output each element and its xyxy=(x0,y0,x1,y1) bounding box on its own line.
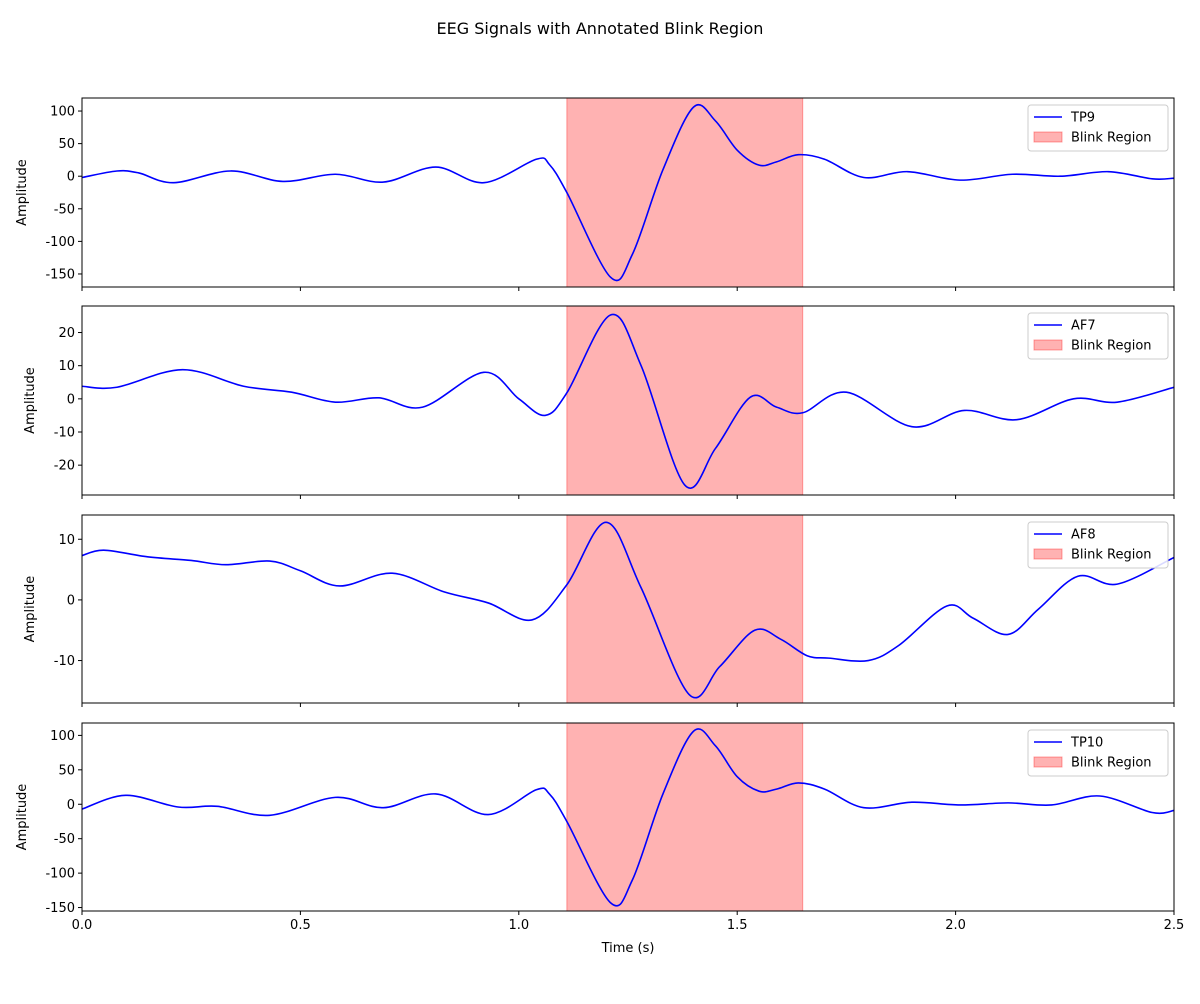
axes-frame xyxy=(81,97,1175,288)
legend-blink-label: Blink Region xyxy=(1071,756,1152,771)
legend-series-label: TP9 xyxy=(1070,111,1095,126)
legend-blink-swatch xyxy=(1033,131,1063,143)
panel-tp9: -150 -100 -50 0 50 100 Amplitude TP9 Blink Regio… xyxy=(15,97,1175,291)
y-tick-label: 100 xyxy=(50,105,75,120)
x-tick-label: 0.0 xyxy=(72,918,93,933)
y-axis-label: Amplitude xyxy=(15,159,30,226)
y-tick-label: 0 xyxy=(67,798,75,813)
axes-frame xyxy=(81,722,1175,912)
legend-box xyxy=(1027,312,1169,360)
legend-box xyxy=(1027,521,1169,569)
legend: TP9 Blink Region xyxy=(1027,104,1169,152)
y-tick-label: -50 xyxy=(54,832,75,847)
y-tick-label: -150 xyxy=(45,901,75,916)
blink-region-span xyxy=(566,97,804,288)
y-tick-label: 10 xyxy=(58,359,75,374)
y-axis-label: Amplitude xyxy=(23,367,38,434)
legend-blink-label: Blink Region xyxy=(1071,548,1152,563)
x-tick-label: 2.5 xyxy=(1164,918,1185,933)
panel-af7: -20 -10 0 10 20 Amplitude AF7 Blink Region xyxy=(23,305,1175,499)
signal-line-tp9 xyxy=(82,104,1174,282)
signal-line-af7 xyxy=(82,313,1174,489)
y-tick-label: 100 xyxy=(50,729,75,744)
y-tick-label: -20 xyxy=(54,459,75,474)
legend-blink-swatch xyxy=(1033,548,1063,560)
y-tick-label: -10 xyxy=(54,654,75,669)
y-tick-label: -50 xyxy=(54,202,75,217)
x-tick-label: 0.5 xyxy=(290,918,311,933)
legend-box xyxy=(1027,729,1169,777)
legend-blink-swatch xyxy=(1033,339,1063,351)
y-tick-label: 50 xyxy=(58,763,75,778)
legend-blink-swatch xyxy=(1033,756,1063,768)
legend: AF7 Blink Region xyxy=(1027,312,1169,360)
legend: AF8 Blink Region xyxy=(1027,521,1169,569)
signal-line-tp10 xyxy=(82,728,1174,907)
signal-line-af8 xyxy=(82,521,1174,699)
legend-blink-label: Blink Region xyxy=(1071,131,1152,146)
legend-series-label: AF8 xyxy=(1071,528,1096,543)
y-tick-label: -100 xyxy=(45,235,75,250)
y-axis-label: Amplitude xyxy=(15,784,30,851)
x-tick-label: 2.0 xyxy=(945,918,966,933)
panel-af8: -10 0 10 Amplitude AF8 Blink Region xyxy=(23,514,1175,707)
legend-series-label: AF7 xyxy=(1071,319,1096,334)
figure-title: EEG Signals with Annotated Blink Region xyxy=(437,19,764,38)
y-tick-label: -150 xyxy=(45,267,75,282)
y-tick-label: -100 xyxy=(45,867,75,882)
legend-blink-label: Blink Region xyxy=(1071,339,1152,354)
x-tick-label: 1.0 xyxy=(508,918,529,933)
x-axis-label: Time (s) xyxy=(601,941,655,956)
y-tick-label: 50 xyxy=(58,137,75,152)
legend-box xyxy=(1027,104,1169,152)
legend-series-label: TP10 xyxy=(1070,736,1103,751)
y-tick-label: 0 xyxy=(67,593,75,608)
blink-region-span xyxy=(566,722,804,912)
y-tick-label: 20 xyxy=(58,326,75,341)
blink-region-span xyxy=(566,514,804,704)
x-tick-label: 1.5 xyxy=(727,918,748,933)
y-axis-label: Amplitude xyxy=(23,576,38,643)
panel-tp10: -150 -100 -50 0 50 100 0.0 0.5 1.0 1.5 2.0 2.5 Ampli… xyxy=(15,722,1185,933)
legend: TP10 Blink Region xyxy=(1027,729,1169,777)
y-tick-label: 0 xyxy=(67,392,75,407)
y-tick-label: -10 xyxy=(54,426,75,441)
axes-frame xyxy=(81,305,1175,496)
y-tick-label: 0 xyxy=(67,170,75,185)
y-tick-label: 10 xyxy=(58,533,75,548)
axes-frame xyxy=(81,514,1175,704)
